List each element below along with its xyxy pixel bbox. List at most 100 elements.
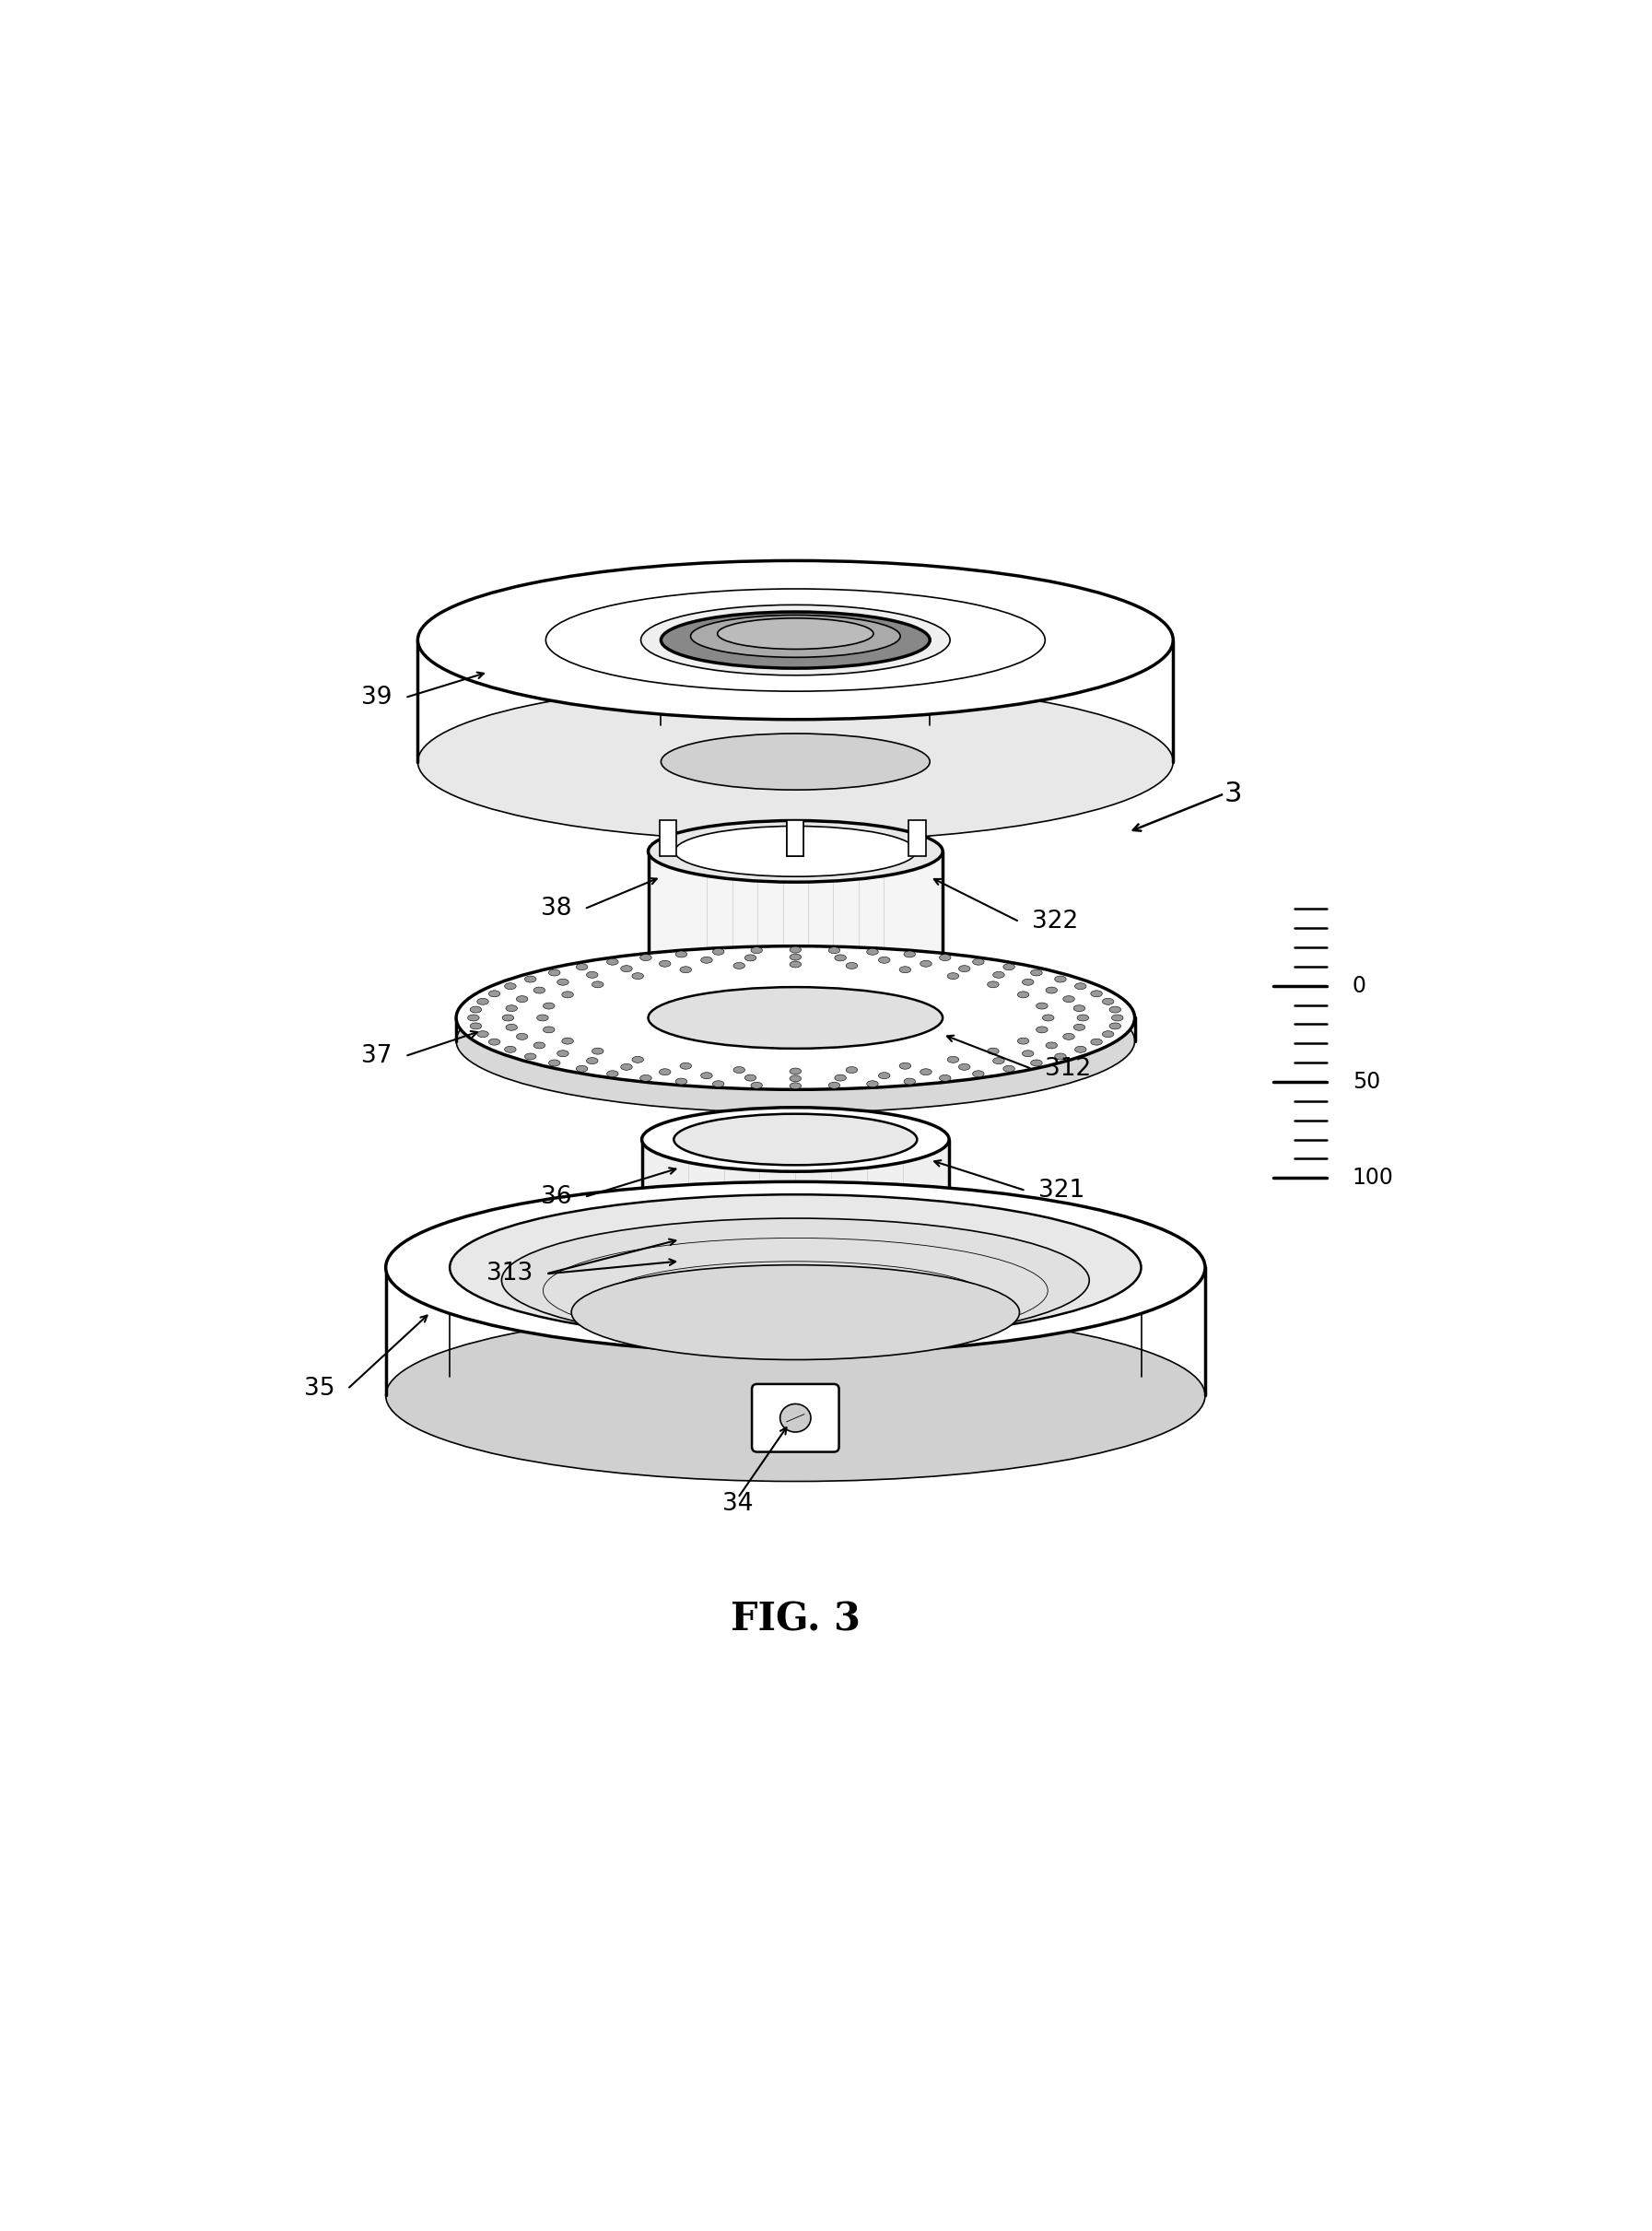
Ellipse shape [733, 1066, 745, 1073]
Ellipse shape [641, 1107, 950, 1171]
Bar [648, 852, 943, 1031]
Ellipse shape [477, 1031, 489, 1037]
Ellipse shape [544, 1026, 555, 1033]
Ellipse shape [1062, 995, 1074, 1002]
Ellipse shape [1110, 1006, 1120, 1013]
Ellipse shape [517, 995, 529, 1002]
Ellipse shape [867, 948, 879, 955]
Ellipse shape [752, 946, 762, 953]
Ellipse shape [920, 1069, 932, 1075]
Ellipse shape [545, 589, 1046, 692]
Ellipse shape [958, 1064, 970, 1071]
Ellipse shape [674, 1249, 917, 1298]
Ellipse shape [548, 1060, 560, 1066]
Ellipse shape [899, 1062, 910, 1069]
Ellipse shape [1036, 1002, 1047, 1008]
Ellipse shape [790, 1075, 801, 1082]
Ellipse shape [691, 616, 900, 658]
Ellipse shape [471, 1006, 481, 1013]
Text: 100: 100 [1353, 1167, 1394, 1189]
Ellipse shape [641, 605, 950, 676]
Ellipse shape [834, 1075, 846, 1082]
Text: 0: 0 [1353, 975, 1366, 997]
Ellipse shape [517, 1033, 529, 1040]
Ellipse shape [387, 1182, 1206, 1354]
Ellipse shape [418, 560, 1173, 718]
Ellipse shape [1074, 1006, 1085, 1011]
Ellipse shape [846, 1066, 857, 1073]
Ellipse shape [456, 968, 1135, 1113]
Ellipse shape [904, 950, 915, 957]
Ellipse shape [621, 1064, 633, 1071]
Ellipse shape [1054, 1053, 1066, 1060]
Ellipse shape [700, 957, 712, 964]
Ellipse shape [621, 966, 633, 973]
Ellipse shape [1112, 1015, 1123, 1022]
Ellipse shape [544, 1002, 555, 1008]
Ellipse shape [899, 966, 910, 973]
Bar [909, 821, 925, 857]
Ellipse shape [477, 997, 489, 1004]
Ellipse shape [879, 957, 890, 964]
Bar [641, 1140, 950, 1274]
Text: 38: 38 [540, 897, 572, 921]
Ellipse shape [506, 1024, 517, 1031]
Ellipse shape [525, 975, 537, 982]
Ellipse shape [940, 1075, 952, 1082]
Ellipse shape [489, 1040, 501, 1044]
Ellipse shape [648, 999, 943, 1062]
Ellipse shape [506, 1006, 517, 1011]
Ellipse shape [1110, 1022, 1120, 1028]
Text: 36: 36 [540, 1185, 572, 1209]
Ellipse shape [988, 982, 999, 988]
Bar [659, 821, 676, 857]
Ellipse shape [591, 1049, 603, 1055]
Ellipse shape [504, 1046, 515, 1053]
Ellipse shape [867, 1080, 879, 1086]
Ellipse shape [700, 1073, 712, 1080]
Ellipse shape [449, 1194, 1142, 1341]
Ellipse shape [1036, 1026, 1047, 1033]
Ellipse shape [973, 959, 985, 966]
Ellipse shape [606, 1071, 618, 1078]
Ellipse shape [904, 1078, 915, 1084]
Ellipse shape [1003, 964, 1014, 970]
Ellipse shape [641, 1243, 950, 1305]
Ellipse shape [1031, 1060, 1042, 1066]
Ellipse shape [745, 955, 757, 962]
Ellipse shape [676, 950, 687, 957]
Ellipse shape [1046, 1042, 1057, 1049]
Ellipse shape [947, 1057, 958, 1062]
Ellipse shape [947, 973, 958, 979]
Ellipse shape [577, 1066, 588, 1071]
Ellipse shape [973, 1071, 985, 1078]
Ellipse shape [489, 991, 501, 997]
Ellipse shape [468, 1015, 479, 1022]
Ellipse shape [471, 1022, 481, 1028]
Ellipse shape [958, 966, 970, 973]
Ellipse shape [504, 984, 515, 988]
Ellipse shape [1023, 1051, 1034, 1057]
Ellipse shape [562, 1037, 573, 1044]
Ellipse shape [648, 986, 943, 1049]
Ellipse shape [920, 962, 932, 966]
Ellipse shape [1003, 1066, 1014, 1071]
Ellipse shape [586, 973, 598, 977]
Ellipse shape [1054, 975, 1066, 982]
Ellipse shape [780, 1403, 811, 1432]
Ellipse shape [681, 1062, 692, 1069]
Ellipse shape [1023, 979, 1034, 986]
Text: 313: 313 [487, 1263, 534, 1285]
Ellipse shape [633, 1057, 644, 1062]
Ellipse shape [1074, 1024, 1085, 1031]
Text: 321: 321 [1039, 1178, 1085, 1203]
Ellipse shape [1031, 970, 1042, 975]
Text: 312: 312 [1046, 1057, 1092, 1082]
Ellipse shape [534, 1042, 545, 1049]
Ellipse shape [387, 1310, 1206, 1481]
FancyBboxPatch shape [752, 1383, 839, 1452]
Ellipse shape [674, 825, 917, 877]
Ellipse shape [790, 1069, 801, 1075]
Ellipse shape [1042, 1015, 1054, 1022]
Ellipse shape [648, 821, 943, 881]
